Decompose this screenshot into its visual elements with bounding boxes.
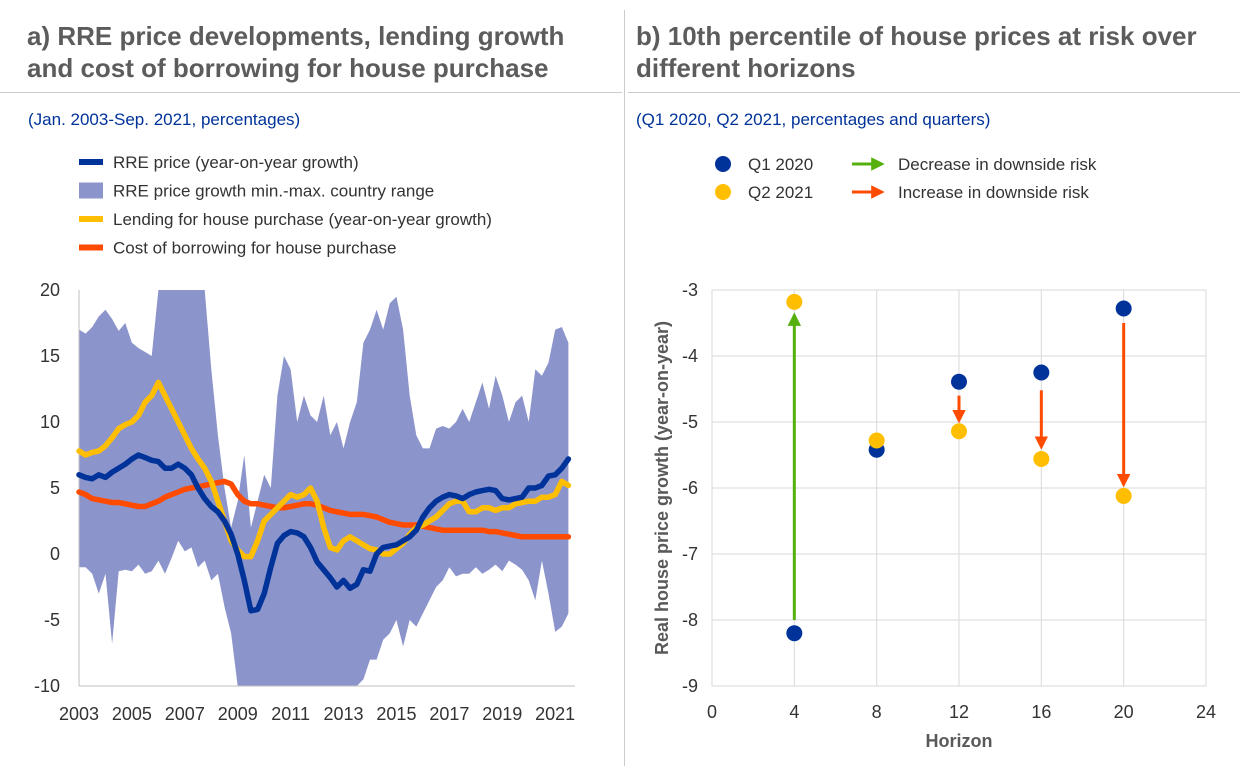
legend-label: Increase in downside risk	[898, 183, 1089, 202]
panel-b-title: b) 10th percentile of house prices at ri…	[636, 20, 1197, 84]
line-cost-of-borrowing	[76, 478, 572, 540]
line-lending	[76, 379, 572, 560]
legend-label: RRE price (year-on-year growth)	[113, 153, 359, 172]
y-axis-title: Real house price growth (year-on-year)	[652, 321, 672, 655]
y-tick-label: 0	[50, 544, 60, 564]
point-q2-2021	[786, 293, 803, 310]
x-tick-label: 20	[1114, 702, 1134, 722]
panel-b-subtitle: (Q1 2020, Q2 2021, percentages and quart…	[636, 110, 991, 129]
x-axis-title: Horizon	[926, 731, 993, 751]
panel-b-title-line1: b) 10th percentile of house prices at ri…	[636, 21, 1197, 51]
panel-a-title-line1: a) RRE price developments, lending growt…	[27, 21, 565, 51]
point-q1-2020	[1033, 364, 1050, 381]
x-tick-label: 12	[949, 702, 969, 722]
point-q2-2021	[1115, 487, 1132, 504]
x-tick-label: 2003	[59, 704, 99, 724]
x-tick-label: 2015	[376, 704, 416, 724]
panel-b-title-line2: different horizons	[636, 53, 856, 83]
x-tick-label: 2007	[165, 704, 205, 724]
y-tick-label: -5	[44, 610, 60, 630]
y-tick-label: -10	[34, 676, 60, 696]
y-tick-label: -3	[682, 280, 698, 300]
x-tick-label: 2013	[324, 704, 364, 724]
panel-a-divider	[0, 92, 622, 93]
panel-a-title: a) RRE price developments, lending growt…	[27, 20, 564, 84]
x-tick-label: 2011	[271, 704, 310, 724]
legend-label: Decrease in downside risk	[898, 155, 1097, 174]
point-q2-2021	[868, 432, 885, 449]
x-tick-label: 0	[707, 702, 717, 722]
y-tick-label: 10	[40, 412, 60, 432]
x-tick-label: 8	[872, 702, 882, 722]
panel-a-title-line2: and cost of borrowing for house purchase	[27, 53, 549, 83]
point-q1-2020	[786, 625, 803, 642]
y-tick-label: 5	[50, 478, 60, 498]
area-rre-range	[79, 290, 569, 686]
point-q2-2021	[951, 423, 967, 440]
x-tick-label: 2019	[482, 704, 522, 724]
x-tick-label: 2005	[112, 704, 152, 724]
x-tick-label: 2021	[535, 704, 575, 724]
x-tick-label: 24	[1196, 702, 1216, 722]
y-tick-label: 20	[40, 280, 60, 300]
y-tick-label: -8	[682, 610, 698, 630]
panel-b-divider	[628, 92, 1240, 93]
x-tick-label: 2017	[429, 704, 469, 724]
legend-label: RRE price growth min.-max. country range	[113, 182, 434, 201]
panel-a-chart: RRE price (year-on-year growth) RRE price…	[34, 153, 575, 724]
panel-b-chart: Q1 2020 Q2 2021 Decrease in downside risk I…	[652, 155, 1216, 751]
y-tick-label: -4	[682, 346, 698, 366]
y-tick-label: -5	[682, 412, 698, 432]
legend-label: Q2 2021	[748, 183, 813, 202]
y-tick-label: 15	[40, 346, 60, 366]
y-tick-label: -7	[682, 544, 698, 564]
legend-swatch-range	[79, 182, 103, 199]
panel-separator	[624, 10, 625, 766]
legend-dot-0	[715, 156, 731, 172]
panel-a-subtitle: (Jan. 2003-Sep. 2021, percentages)	[28, 110, 301, 129]
legend-label: Lending for house purchase (year-on-year…	[113, 210, 492, 229]
y-tick-label: -6	[682, 478, 698, 498]
x-tick-label: 4	[789, 702, 799, 722]
y-tick-label: -9	[682, 676, 698, 696]
legend-dot-1	[715, 184, 731, 200]
legend-label: Cost of borrowing for house purchase	[113, 239, 397, 258]
point-q1-2020	[951, 373, 967, 390]
point-q2-2021	[1033, 450, 1050, 467]
x-tick-label: 16	[1031, 702, 1051, 722]
x-tick-label: 2009	[218, 704, 258, 724]
legend-label: Q1 2020	[748, 155, 813, 174]
point-q1-2020	[1115, 300, 1132, 317]
line-rre-price	[76, 452, 572, 614]
